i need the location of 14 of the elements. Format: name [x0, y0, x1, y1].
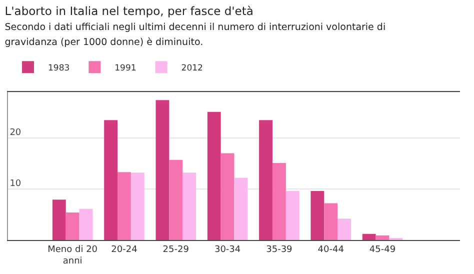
- x-tick-label: 25-29: [162, 244, 190, 255]
- legend-label: 1983: [48, 63, 70, 74]
- x-tick-label: 40-44: [318, 244, 344, 255]
- x-tick-label: 35-39: [266, 244, 293, 255]
- legend-label: 1991: [114, 63, 136, 74]
- x-tick-label: 30-34: [214, 244, 241, 255]
- chart-subtitle: Secondo i dati ufficiali negli ultimi decenni il numero di interruzioni volontarie di gravidanza (per 1000 donne) è diminuito.: [4, 22, 386, 48]
- x-tick-label: 20-24: [111, 244, 138, 255]
- y-tick-label: 20: [10, 128, 22, 138]
- x-tick-label: Meno di 20 anni: [48, 244, 98, 266]
- y-tick-label: 10: [10, 178, 22, 189]
- x-tick-label: 45-49: [369, 244, 396, 255]
- legend-label: 2012: [181, 63, 203, 74]
- chart-title: L'aborto in Italia nel tempo, per fasce d'età: [4, 4, 254, 18]
